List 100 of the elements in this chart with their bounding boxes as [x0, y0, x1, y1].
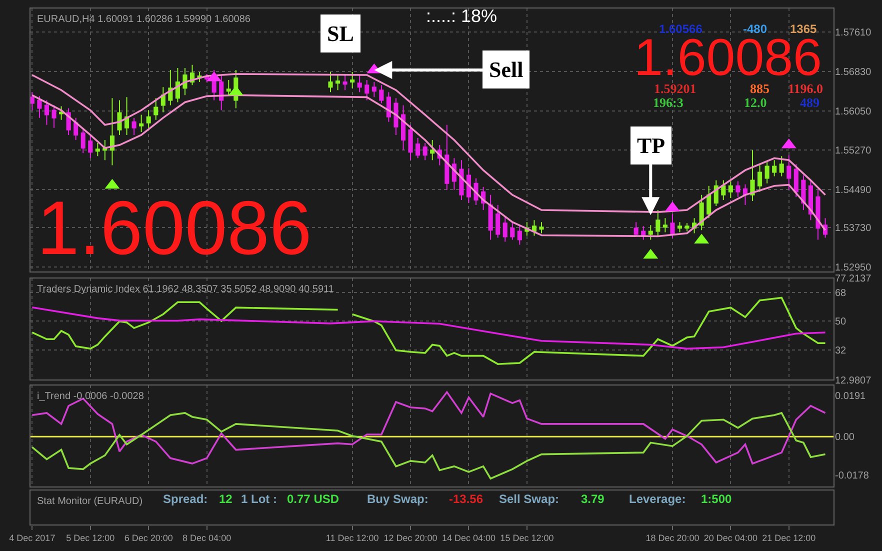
candlestick — [532, 220, 537, 236]
text: EURAUD,H4 1.60091 1.60286 1.59990 1.60086 — [37, 14, 251, 25]
candlestick — [706, 185, 712, 219]
candlestick — [816, 189, 820, 240]
x-tick-label: 8 Dec 04:00 — [182, 532, 232, 543]
candlestick — [416, 137, 420, 159]
candlestick — [779, 156, 784, 177]
y-tick-label: 1.53730 — [835, 223, 872, 234]
candlestick — [742, 184, 748, 206]
text: Spread: — [163, 492, 208, 506]
candlestick — [459, 160, 464, 200]
y-tick-label: -0.0178 — [835, 470, 870, 482]
candlestick — [728, 180, 733, 198]
text: 0.77 USD — [287, 492, 340, 506]
x-tick-label: 6 Dec 20:00 — [124, 532, 173, 543]
candlestick — [750, 150, 755, 202]
candlestick — [656, 210, 660, 236]
annotation: TP — [637, 133, 666, 158]
candlestick — [539, 222, 544, 234]
annotation: 1.59201 — [654, 81, 696, 96]
y-tick-label: 32 — [835, 345, 847, 356]
candlestick — [372, 82, 376, 98]
candlestick — [772, 160, 777, 177]
candlestick — [786, 154, 792, 190]
candlestick — [117, 100, 122, 136]
annotation: SL — [327, 21, 354, 46]
text: -13.56 — [449, 492, 484, 506]
y-tick-label: 77.2137 — [835, 274, 872, 284]
line-series — [31, 412, 826, 480]
annotation: 1196.0 — [788, 81, 824, 96]
annotation: 1365 — [790, 22, 818, 36]
candlestick — [132, 117, 136, 136]
candlestick — [496, 204, 500, 238]
candlestick — [502, 216, 508, 242]
annotation: 885 — [750, 81, 770, 96]
candlestick — [430, 140, 435, 161]
x-tick-label: 5 Dec 12:00 — [66, 532, 115, 543]
candlestick — [160, 86, 166, 113]
candlestick — [175, 67, 180, 103]
candlestick — [80, 127, 86, 154]
candlestick — [648, 224, 653, 240]
candlestick — [335, 74, 340, 91]
x-tick-label: 14 Dec 04:00 — [442, 532, 496, 543]
annotation: 489 — [800, 95, 820, 110]
candlestick — [59, 106, 64, 120]
candlestick — [357, 74, 362, 93]
candlestick — [328, 71, 333, 93]
candlestick — [684, 222, 690, 232]
y-tick-label: 1.56050 — [835, 106, 872, 118]
candlestick — [386, 92, 391, 122]
y-tick-label: 0.00 — [835, 432, 855, 444]
candlestick — [394, 98, 398, 136]
y-tick-label: 12.9807 — [835, 376, 872, 386]
text: Buy Swap: — [367, 492, 428, 506]
candlestick — [154, 98, 158, 120]
candlestick — [139, 114, 144, 132]
candlestick — [408, 124, 413, 161]
candlestick — [670, 214, 675, 238]
text: Sell Swap: — [499, 492, 560, 506]
candlestick — [794, 164, 798, 198]
candlestick — [95, 142, 100, 157]
y-tick-label: 1.56830 — [835, 66, 872, 78]
candlestick — [37, 96, 42, 118]
x-tick-label: 21 Dec 12:00 — [762, 532, 816, 543]
text: 12 — [219, 492, 233, 506]
x-tick-label: 15 Dec 12:00 — [500, 532, 554, 543]
annotation: :....: 18% — [426, 6, 498, 26]
candlestick — [677, 222, 682, 233]
annotation: -480 — [743, 22, 768, 36]
candlestick — [662, 218, 668, 233]
candlestick — [758, 164, 762, 192]
y-tick-label: 0.0191 — [835, 391, 866, 402]
text: Traders Dynamic Index 61.1962 48.3507 35.5052 48.9090 40.5911 — [37, 284, 334, 295]
candlestick — [74, 117, 78, 140]
candlestick — [764, 162, 770, 184]
y-tick-label: 1.52950 — [835, 262, 872, 274]
x-tick-label: 12 Dec 20:00 — [384, 532, 438, 543]
candlestick — [52, 104, 56, 128]
candlestick — [517, 224, 522, 246]
annotation: 196:3 — [653, 95, 684, 110]
candlestick — [350, 71, 355, 89]
candlestick — [219, 74, 224, 111]
candlestick — [634, 222, 638, 238]
y-tick-label: 1.54490 — [835, 184, 872, 196]
candlestick — [102, 140, 108, 161]
candlestick — [379, 84, 384, 104]
text: Stat Monitor (EURAUD) — [37, 496, 143, 507]
line-series — [31, 391, 826, 464]
candlestick — [226, 80, 231, 96]
text: 3.79 — [581, 492, 605, 506]
candlestick — [88, 134, 93, 159]
candlestick — [400, 104, 406, 151]
candlestick — [364, 80, 370, 101]
candlestick — [342, 74, 348, 91]
annotation: Sell — [489, 57, 524, 82]
annotation: 1.60086 — [37, 186, 312, 271]
x-tick-label: 11 Dec 12:00 — [326, 532, 379, 543]
text: 1:500 — [701, 492, 732, 506]
candlestick — [44, 100, 50, 126]
x-tick-label: 18 Dec 20:00 — [646, 532, 700, 543]
